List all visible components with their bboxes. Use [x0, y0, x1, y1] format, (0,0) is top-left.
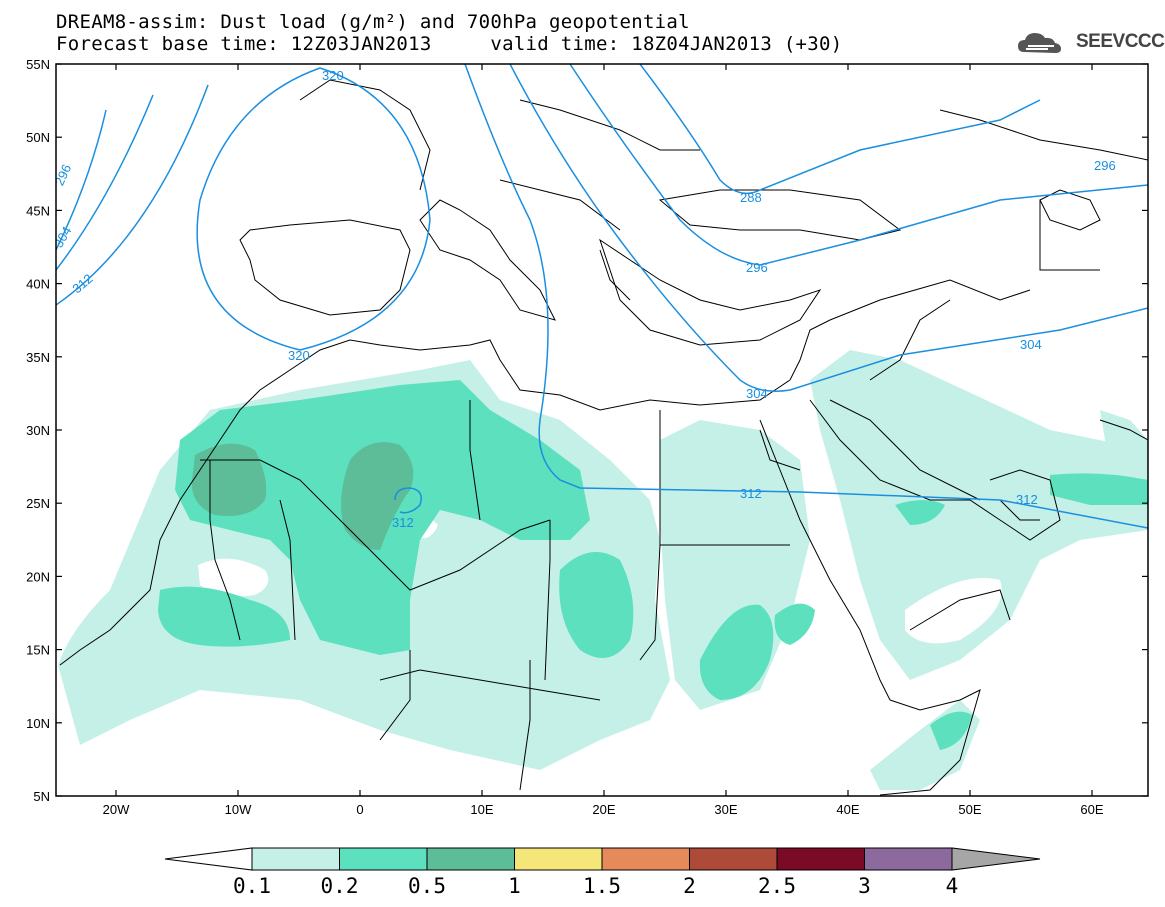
colorbar: 0.1 0.2 0.5 1 1.5 2 2.5 3 4 — [164, 847, 1041, 898]
contour-label-320-b: 320 — [288, 348, 310, 363]
colorbar-swatch — [251, 847, 340, 871]
lon-label: 20W — [103, 802, 130, 817]
contour-label-304-c: 304 — [1020, 337, 1042, 352]
contour-label-312-c: 312 — [1016, 492, 1038, 507]
contour-label-304-b: 304 — [746, 386, 768, 401]
colorbar-label: 0.1 — [233, 874, 271, 898]
cloud-icon — [1018, 33, 1061, 53]
axis-ticks — [56, 63, 1148, 797]
contour-label-304: 304 — [51, 224, 75, 250]
lat-label: 5N — [33, 789, 50, 804]
lat-label: 35N — [26, 350, 50, 365]
lon-label: 10W — [225, 802, 252, 817]
country-borders — [200, 99, 1100, 791]
lat-label: 10N — [26, 716, 50, 731]
contour-label-296: 296 — [52, 162, 75, 188]
lon-label: 30E — [714, 802, 737, 817]
colorbar-swatch — [689, 847, 778, 871]
colorbar-label: 4 — [946, 874, 959, 898]
colorbar-swatch — [339, 847, 428, 871]
lat-label: 40N — [26, 277, 50, 292]
lat-label: 25N — [26, 496, 50, 511]
lon-labels: 20W 10W 0 10E 20E 30E 40E 50E 60E — [103, 802, 1104, 817]
lat-label: 15N — [26, 643, 50, 658]
contour-label-296-b: 296 — [746, 260, 768, 275]
lat-label: 45N — [26, 203, 50, 218]
lon-label: 20E — [592, 802, 615, 817]
contour-label-288: 288 — [740, 190, 762, 205]
geopotential-contours — [56, 64, 1148, 529]
lat-label: 55N — [26, 57, 50, 72]
contour-label-312-d: 312 — [392, 515, 414, 530]
colorbar-swatch — [426, 847, 515, 871]
colorbar-label: 1 — [508, 874, 521, 898]
lon-label: 40E — [836, 802, 859, 817]
colorbar-label: 0.2 — [321, 874, 359, 898]
map-title: DREAM8-assim: Dust load (g/m²) and 700hP… — [56, 11, 690, 33]
colorbar-swatch — [601, 847, 690, 871]
lat-label: 50N — [26, 130, 50, 145]
lat-label: 30N — [26, 423, 50, 438]
lat-label: 20N — [26, 569, 50, 584]
contour-label-320: 320 — [322, 68, 344, 83]
colorbar-swatch — [864, 847, 953, 871]
lon-label: 50E — [958, 802, 981, 817]
colorbar-low-triangle — [164, 847, 253, 871]
colorbar-high-triangle — [951, 847, 1041, 871]
colorbar-label: 3 — [858, 874, 871, 898]
colorbar-label: 0.5 — [408, 874, 446, 898]
coastlines — [59, 79, 1148, 796]
colorbar-label: 1.5 — [583, 874, 621, 898]
contour-label-296-c: 296 — [1094, 158, 1116, 173]
seevccc-logo: SEEVCCC — [1076, 31, 1165, 52]
colorbar-swatch — [514, 847, 603, 871]
lon-label: 60E — [1080, 802, 1103, 817]
lat-labels: 55N 50N 45N 40N 35N 30N 25N 20N 15N 10N 5N — [26, 57, 50, 804]
map-subtitle: Forecast base time: 12Z03JAN2013 valid t… — [56, 33, 843, 55]
colorbar-label: 2 — [683, 874, 696, 898]
colorbar-label: 2.5 — [758, 874, 796, 898]
contour-label-312-b: 312 — [740, 486, 762, 501]
lon-label: 10E — [470, 802, 493, 817]
colorbar-swatch — [776, 847, 865, 871]
lon-label: 0 — [356, 802, 363, 817]
